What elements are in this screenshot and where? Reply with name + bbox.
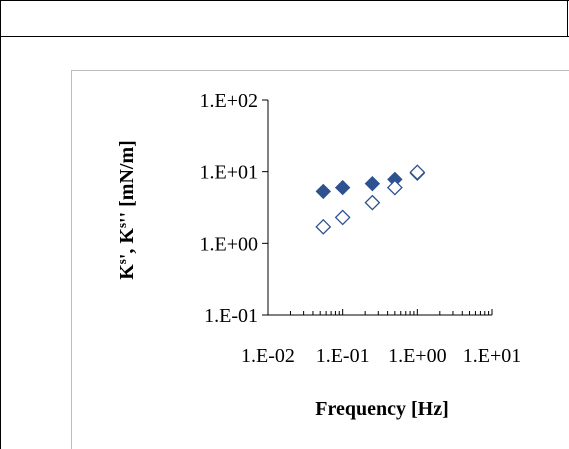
open-diamond-point xyxy=(334,209,351,226)
y-axis-title-superscript: s xyxy=(114,259,129,264)
filled-diamond-point xyxy=(364,175,381,192)
tick-labels: 1.E-01 1.E+00 1.E+01 1.E+02 1.E-02 1.E-01 1.E+… xyxy=(200,90,522,367)
x-axis-title: Frequency [Hz] xyxy=(315,398,449,420)
y-tick-label: 1.E-01 xyxy=(204,305,258,327)
y-tick-label: 1.E+02 xyxy=(200,90,259,112)
filled-diamond-point xyxy=(334,179,351,196)
open-diamond-point xyxy=(386,179,403,196)
open-diamond-point xyxy=(364,194,381,211)
axes xyxy=(267,100,492,316)
y-tick-label: 1.E+01 xyxy=(200,162,259,184)
y-axis-title: Ks', Ks'' [mN/m] xyxy=(114,140,139,280)
y-axis-title-part: K xyxy=(116,264,138,280)
x-tick-label: 1.E-02 xyxy=(241,345,295,367)
chart-area-border xyxy=(71,70,569,449)
open-diamond-point xyxy=(315,218,332,235)
data-marks xyxy=(315,164,426,235)
ticks xyxy=(262,99,493,316)
x-tick-label: 1.E+01 xyxy=(463,345,522,367)
y-axis-title-superscript: s xyxy=(114,223,129,228)
y-axis-title-part: ', K xyxy=(116,228,138,260)
x-tick-label: 1.E+00 xyxy=(388,345,447,367)
y-axis-title-part: '' [mN/m] xyxy=(116,140,138,223)
open-diamond-point xyxy=(409,164,426,181)
x-tick-label: 1.E-01 xyxy=(316,345,370,367)
filled-diamond-point xyxy=(315,183,331,200)
y-tick-label: 1.E+00 xyxy=(200,233,259,255)
